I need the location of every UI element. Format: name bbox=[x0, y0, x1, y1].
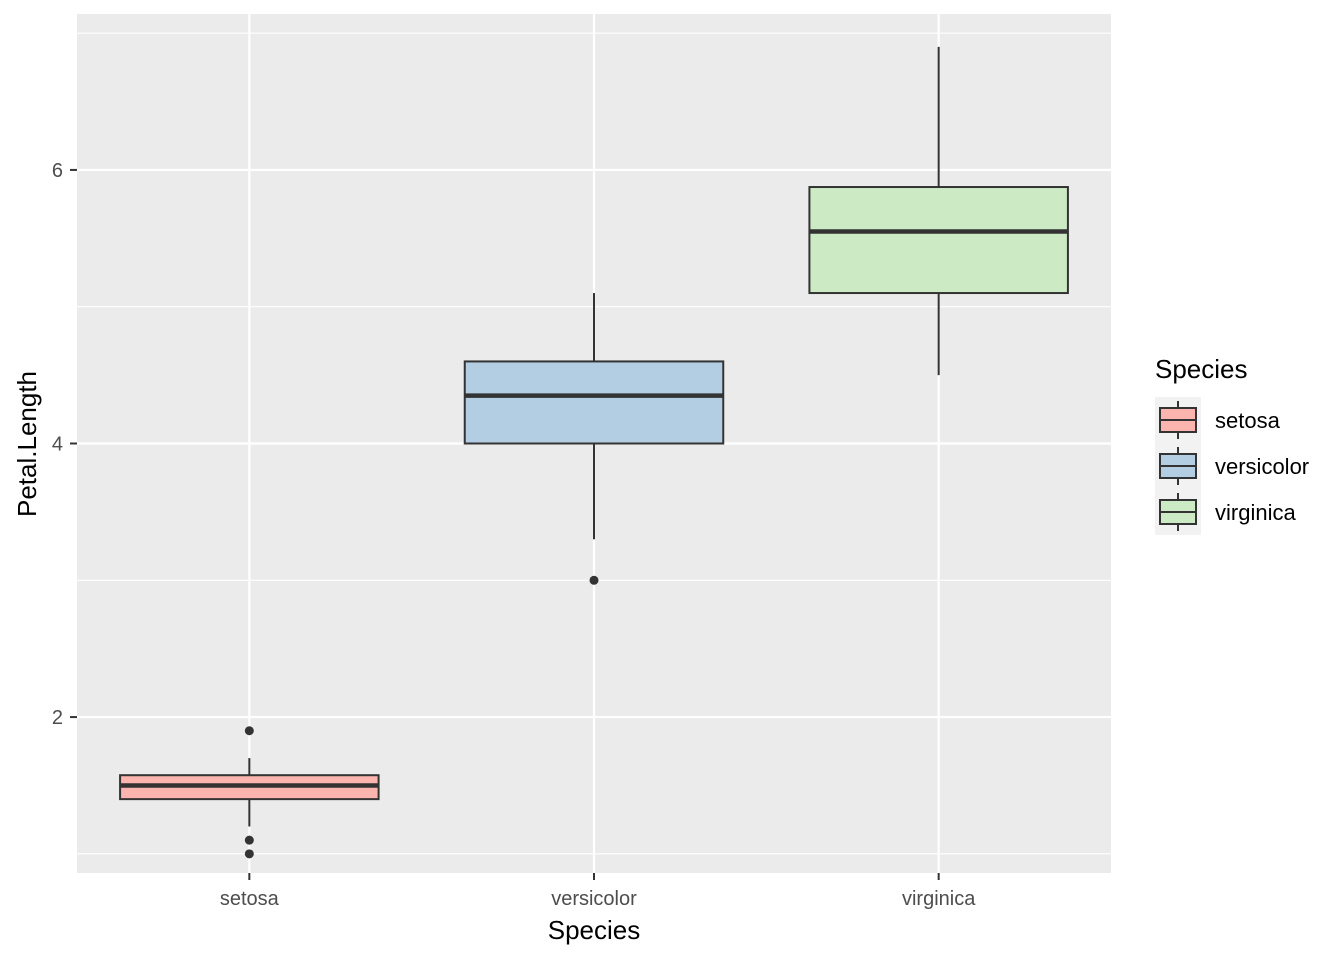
y-tick-label: 6 bbox=[52, 160, 63, 182]
legend-label: versicolor bbox=[1215, 454, 1309, 479]
y-tick-label: 2 bbox=[52, 707, 63, 729]
legend-item-virginica: virginica bbox=[1155, 489, 1296, 535]
outlier-point bbox=[244, 835, 254, 845]
box-body bbox=[463, 360, 725, 445]
box-setosa bbox=[119, 726, 380, 859]
legend-item-versicolor: versicolor bbox=[1155, 443, 1309, 489]
outlier-point bbox=[589, 575, 599, 585]
box-series bbox=[119, 46, 1069, 859]
box-versicolor bbox=[463, 293, 725, 585]
box-virginica bbox=[808, 46, 1069, 376]
outlier-point bbox=[244, 726, 254, 736]
outlier-point bbox=[244, 849, 254, 859]
legend-label: setosa bbox=[1215, 408, 1281, 433]
y-tick-label: 4 bbox=[52, 434, 63, 456]
y-axis-title: Petal.Length bbox=[12, 371, 42, 517]
x-axis: setosa versicolor virginica bbox=[220, 873, 976, 910]
legend-label: virginica bbox=[1215, 500, 1296, 525]
x-tick-label: virginica bbox=[902, 888, 976, 910]
legend-title: Species bbox=[1155, 354, 1248, 384]
x-axis-title: Species bbox=[548, 915, 641, 945]
legend-item-setosa: setosa bbox=[1155, 397, 1281, 443]
x-tick-label: setosa bbox=[220, 888, 280, 910]
x-tick-label: versicolor bbox=[551, 888, 637, 910]
legend: Species setosa versicolor virginica bbox=[1155, 354, 1309, 535]
y-axis: 2 4 6 bbox=[52, 160, 77, 729]
box-body bbox=[808, 186, 1069, 295]
